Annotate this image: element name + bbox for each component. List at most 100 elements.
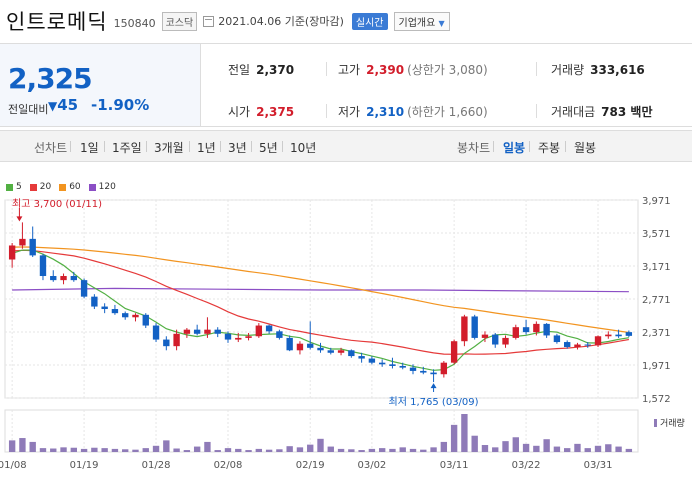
candle-body [19,238,26,246]
company-info-label: 기업개요 [398,17,436,29]
market-badge: 코스닥 [161,11,198,31]
prev-close-value: 2,370 [256,63,295,77]
period-5y[interactable]: 5년 [259,141,278,155]
candle-body [615,334,622,337]
volume-bar [389,448,396,452]
open-price: 시가 2,375 [228,103,294,120]
candle-body [183,329,191,334]
volume-bar [50,448,57,452]
high-arrowhead [16,216,23,222]
volume-bar [564,448,571,452]
volume-bar [60,447,67,452]
legend-ma120-label: 120 [98,182,116,192]
period-3y[interactable]: 3년 [228,141,247,155]
volume-bar [70,447,77,452]
stock-name: 인트로메딕 [6,10,108,34]
candle-monthly[interactable]: 월봉 [574,141,597,155]
candle-body [553,335,561,343]
volume-bar [29,441,36,452]
volume-bar [307,444,314,452]
volume-bar [450,424,458,452]
candle-body [91,296,98,307]
volume-bar [183,450,191,452]
period-1y[interactable]: 1년 [197,141,216,155]
volume-bar [420,449,427,452]
line-chart-label[interactable]: 선차트 [34,141,68,155]
y-tick-label: 1,572 [642,394,671,405]
volume-bar [132,449,139,452]
volume-bar [8,440,16,452]
divider [189,141,190,152]
candle-body [235,337,242,340]
candle-body [584,344,591,346]
volume-bar [625,448,633,452]
volume-bar [543,439,550,452]
ma20-line [12,249,630,355]
candle-body [512,327,519,338]
company-info-dropdown[interactable]: 기업개요 ▼ [393,11,450,31]
low-value: 2,310 [366,105,405,119]
candle-body [481,334,489,338]
quote-panel: 2,325 전일대비 ▼45 -1.90% 전일 2,370 고가 2,390 (상한… [0,43,692,127]
candle-body [122,313,129,318]
candle-body [70,276,77,281]
divider [146,141,147,152]
legend-ma20: 20 [29,182,52,192]
volume-bar [409,448,417,452]
candle-body [224,333,232,340]
volume-bar [142,448,149,452]
trade-amount: 거래대금 783 백만 [551,103,652,120]
candle-body [173,333,180,347]
volume-label: 거래량 [551,63,585,77]
volume-bar [91,447,98,452]
legend-ma5-label: 5 [16,182,22,192]
candle-body [255,325,263,337]
volume-bar [492,447,499,452]
candle-body [286,337,293,351]
candle-body [574,344,581,347]
candle-body [193,329,201,334]
volume-bar [235,448,242,452]
period-3m[interactable]: 3개월 [154,141,184,155]
candle-body [307,343,314,348]
candle-weekly[interactable]: 주봉 [538,141,561,155]
candle-body [101,306,108,310]
period-10y[interactable]: 10년 [290,141,317,155]
volume-bar [224,448,232,452]
candle-body [327,350,334,353]
change-rate: -1.90% [91,96,150,114]
volume-bar [574,443,581,452]
price-change: ▼45 [48,96,78,114]
candle-body [522,327,530,333]
ma120-line [12,287,629,293]
candle-body [358,356,365,359]
volume-bar [80,448,88,452]
base-date: 2021.04.06 기준(장마감) [218,15,344,28]
volume-bar [594,445,602,452]
divider [536,62,537,76]
candle-body [276,331,283,338]
volume-bar [348,449,355,452]
candle-daily[interactable]: 일봉 [503,141,526,155]
candle-chart-label[interactable]: 봉차트 [457,141,491,155]
candle-body [337,350,345,353]
candle-body [450,341,458,363]
realtime-button[interactable]: 실시간 [351,12,388,30]
volume-bar [481,445,489,452]
legend-ma120: 120 [88,182,116,192]
volume-bar [327,446,334,452]
stock-header: 인트로메딕 150840 코스닥 2021.04.06 기준(장마감) 실시간 … [0,0,692,42]
volume-bar [584,448,591,452]
candle-body [399,365,406,368]
candle-body [245,336,252,338]
volume-bar [461,414,468,452]
legend-ma20-label: 20 [39,182,52,192]
divider [326,62,327,76]
period-1d[interactable]: 1일 [80,141,99,155]
candle-body [461,316,468,342]
volume: 거래량 333,616 [551,61,645,78]
low-annotation: 최저 1,765 (03/09) [389,396,479,408]
period-1w[interactable]: 1주일 [112,141,142,155]
legend-ma60-label: 60 [69,182,81,192]
